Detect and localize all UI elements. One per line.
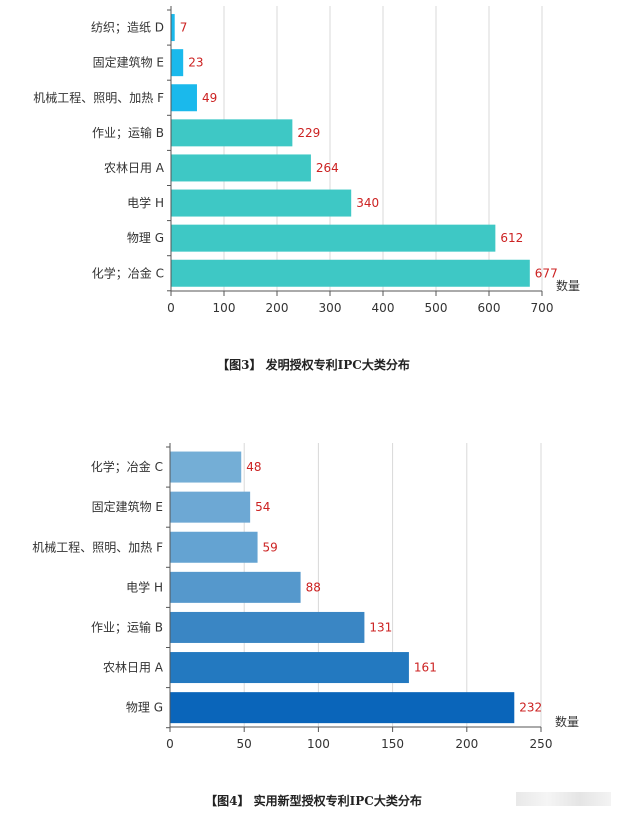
bar: [171, 259, 530, 287]
bar: [170, 692, 515, 724]
category-label: 物理 G: [126, 701, 163, 715]
bar: [171, 49, 184, 77]
value-label: 232: [519, 701, 542, 715]
chart-caption: 【图3】 发明授权专利IPC大类分布: [217, 358, 410, 372]
category-label: 作业；运输 B: [92, 125, 164, 140]
bar: [170, 531, 258, 563]
category-label: 纺织；造纸 D: [91, 21, 164, 35]
x-tick-label: 500: [425, 301, 448, 315]
value-label: 677: [535, 266, 558, 280]
value-label: 48: [246, 460, 261, 474]
x-tick-label: 200: [455, 737, 478, 751]
bar: [171, 14, 175, 42]
bar: [170, 451, 242, 483]
bar: [170, 491, 251, 523]
value-label: 612: [500, 231, 523, 245]
x-tick-label: 150: [381, 737, 404, 751]
category-label: 机械工程、照明、加热 F: [33, 90, 164, 105]
bar: [171, 224, 496, 252]
x-tick-label: 50: [237, 737, 252, 751]
value-label: 161: [414, 661, 437, 675]
value-label: 88: [306, 580, 321, 594]
category-label: 物理 G: [127, 231, 164, 245]
x-tick-label: 0: [167, 301, 175, 315]
x-tick-label: 100: [307, 737, 330, 751]
value-label: 49: [202, 91, 217, 105]
bar: [171, 154, 311, 182]
chart-caption: 【图4】 实用新型授权专利IPC大类分布: [205, 794, 422, 808]
bar: [171, 189, 352, 217]
x-axis-title: 数量: [555, 714, 579, 729]
value-label: 23: [188, 56, 203, 70]
value-label: 59: [263, 540, 278, 554]
x-tick-label: 200: [266, 301, 289, 315]
x-tick-label: 400: [372, 301, 395, 315]
chart-utility-model-patents: 化学；冶金 C 48 固定建筑物 E 54 机械工程、照明、加热 F 59 电学 H 88 作业…: [32, 443, 579, 751]
value-label: 7: [180, 21, 188, 35]
bar: [171, 119, 293, 147]
watermark: [516, 792, 611, 806]
category-label: 固定建筑物 E: [92, 499, 163, 514]
x-tick-label: 100: [213, 301, 236, 315]
category-label: 农林日用 A: [104, 161, 165, 175]
bar: [171, 84, 197, 112]
bar: [170, 611, 365, 643]
chart-invention-patents: 纺织；造纸 D 7 固定建筑物 E 23 机械工程、照明、加热 F 49 作业；运输 B 22…: [33, 6, 580, 315]
value-label: 54: [255, 500, 270, 514]
x-tick-label: 250: [530, 737, 553, 751]
category-label: 电学 H: [126, 579, 163, 594]
x-tick-label: 0: [166, 737, 174, 751]
category-label: 机械工程、照明、加热 F: [32, 539, 163, 554]
value-label: 131: [369, 620, 392, 634]
x-tick-label: 700: [531, 301, 554, 315]
value-label: 340: [356, 196, 379, 210]
category-label: 化学；冶金 C: [91, 459, 163, 474]
category-label: 农林日用 A: [103, 661, 164, 675]
category-label: 电学 H: [127, 195, 164, 210]
category-label: 化学；冶金 C: [92, 265, 164, 280]
bar: [170, 652, 409, 684]
category-label: 固定建筑物 E: [93, 55, 164, 70]
x-tick-label: 600: [478, 301, 501, 315]
bar: [170, 571, 301, 603]
value-label: 264: [316, 161, 339, 175]
x-tick-label: 300: [319, 301, 342, 315]
x-axis-title: 数量: [556, 278, 580, 293]
value-label: 229: [297, 126, 320, 140]
category-label: 作业；运输 B: [91, 619, 163, 634]
